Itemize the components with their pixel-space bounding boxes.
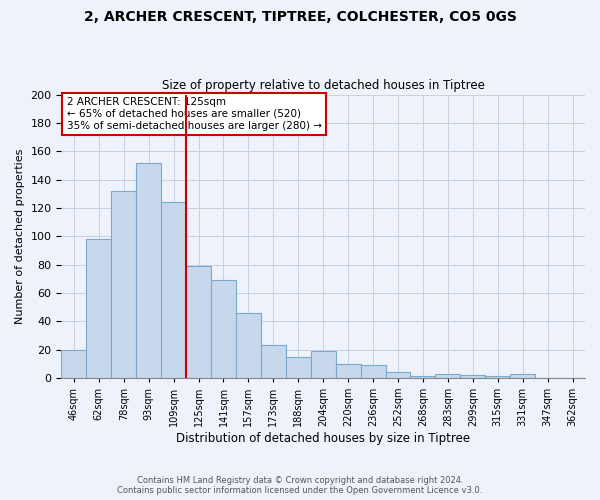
X-axis label: Distribution of detached houses by size in Tiptree: Distribution of detached houses by size … (176, 432, 470, 445)
Bar (361, 365, 386, 378)
Bar (111, 191, 136, 378)
Bar (311, 351, 335, 378)
Bar (485, 376, 510, 378)
Bar (386, 372, 410, 378)
Bar (211, 280, 236, 378)
Bar (286, 356, 311, 378)
Text: 2, ARCHER CRESCENT, TIPTREE, COLCHESTER, CO5 0GS: 2, ARCHER CRESCENT, TIPTREE, COLCHESTER,… (83, 10, 517, 24)
Bar (460, 375, 485, 378)
Y-axis label: Number of detached properties: Number of detached properties (15, 148, 25, 324)
Bar (335, 364, 361, 378)
Bar (261, 346, 286, 378)
Title: Size of property relative to detached houses in Tiptree: Size of property relative to detached ho… (162, 79, 485, 92)
Bar (236, 312, 261, 378)
Bar (136, 162, 161, 378)
Bar (61, 350, 86, 378)
Bar (410, 376, 436, 378)
Text: 2 ARCHER CRESCENT: 125sqm
← 65% of detached houses are smaller (520)
35% of semi: 2 ARCHER CRESCENT: 125sqm ← 65% of detac… (67, 98, 322, 130)
Bar (161, 202, 186, 378)
Bar (436, 374, 460, 378)
Bar (186, 266, 211, 378)
Bar (86, 239, 111, 378)
Text: Contains HM Land Registry data © Crown copyright and database right 2024.
Contai: Contains HM Land Registry data © Crown c… (118, 476, 482, 495)
Bar (510, 374, 535, 378)
